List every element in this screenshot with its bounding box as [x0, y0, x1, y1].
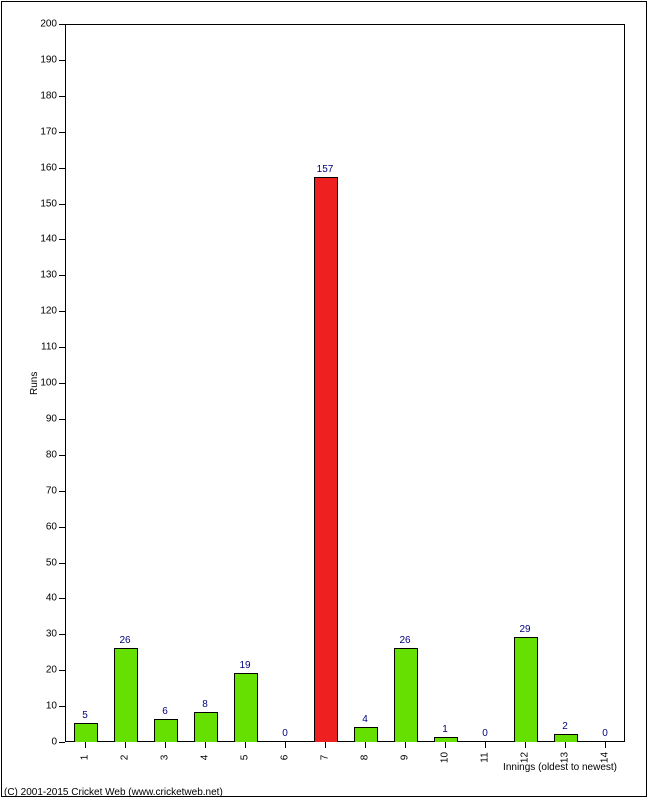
bar-value-label: 29	[519, 624, 530, 635]
x-tick-label: 12	[520, 752, 531, 763]
bar-value-label: 6	[162, 706, 168, 717]
x-tick	[525, 742, 526, 748]
bar	[74, 723, 98, 742]
bar-value-label: 157	[317, 164, 334, 175]
y-tick-label: 170	[40, 126, 65, 137]
bar-value-label: 0	[482, 728, 488, 739]
x-tick-label: 10	[440, 752, 451, 763]
x-tick-label: 4	[200, 755, 211, 761]
x-tick	[485, 742, 486, 748]
bar	[354, 727, 378, 742]
bar-value-label: 26	[119, 635, 130, 646]
y-tick-label: 200	[40, 19, 65, 30]
bar-value-label: 0	[602, 728, 608, 739]
x-tick-label: 9	[400, 755, 411, 761]
bar-value-label: 2	[562, 721, 568, 732]
x-tick	[445, 742, 446, 748]
y-tick-label: 140	[40, 234, 65, 245]
bar	[114, 648, 138, 742]
x-tick	[125, 742, 126, 748]
y-tick-label: 70	[46, 485, 65, 496]
x-tick-label: 6	[280, 755, 291, 761]
y-tick-label: 100	[40, 378, 65, 389]
bar-chart: 0102030405060708090100110120130140150160…	[65, 24, 625, 742]
y-tick-label: 190	[40, 54, 65, 65]
x-tick-label: 11	[480, 752, 491, 762]
y-tick-label: 10	[46, 701, 65, 712]
chart-frame: 0102030405060708090100110120130140150160…	[0, 0, 650, 800]
bar	[434, 737, 458, 742]
bar	[154, 719, 178, 742]
x-tick	[85, 742, 86, 748]
x-tick-label: 3	[160, 755, 171, 761]
bar	[514, 637, 538, 742]
y-tick-label: 0	[51, 737, 65, 748]
y-tick-label: 180	[40, 90, 65, 101]
y-tick-label: 90	[46, 413, 65, 424]
y-tick-label: 120	[40, 306, 65, 317]
y-tick-label: 40	[46, 593, 65, 604]
copyright-text: (C) 2001-2015 Cricket Web (www.cricketwe…	[4, 787, 223, 798]
y-tick-label: 130	[40, 270, 65, 281]
y-axis-title: Runs	[29, 372, 40, 395]
x-axis-title: Innings (oldest to newest)	[503, 762, 617, 773]
x-tick-label: 2	[120, 755, 131, 761]
x-tick-label: 7	[320, 755, 331, 761]
y-tick-label: 60	[46, 521, 65, 532]
x-tick	[565, 742, 566, 748]
bar-value-label: 8	[202, 699, 208, 710]
bar	[554, 734, 578, 742]
y-tick-label: 80	[46, 449, 65, 460]
x-tick	[285, 742, 286, 748]
x-tick	[245, 742, 246, 748]
bar	[234, 673, 258, 742]
x-tick	[325, 742, 326, 748]
bar	[474, 741, 498, 742]
x-tick	[205, 742, 206, 748]
bar-value-label: 0	[282, 728, 288, 739]
x-tick-label: 1	[80, 755, 91, 761]
bar	[274, 741, 298, 742]
bar-value-label: 5	[82, 710, 88, 721]
bar	[594, 741, 618, 742]
y-tick-label: 110	[41, 342, 65, 353]
bar-value-label: 26	[399, 635, 410, 646]
bar-value-label: 1	[442, 724, 448, 735]
x-tick-label: 13	[560, 752, 571, 763]
bar-value-label: 19	[239, 660, 250, 671]
plot-border	[65, 24, 625, 742]
x-tick-label: 14	[600, 752, 611, 763]
bar	[194, 712, 218, 742]
bar	[314, 177, 338, 742]
y-tick-label: 30	[46, 629, 65, 640]
bar	[394, 648, 418, 742]
x-tick	[405, 742, 406, 748]
x-tick	[605, 742, 606, 748]
y-tick-label: 20	[46, 665, 65, 676]
y-tick-label: 150	[40, 198, 65, 209]
x-tick	[365, 742, 366, 748]
y-tick-label: 160	[40, 162, 65, 173]
bar-value-label: 4	[362, 714, 368, 725]
x-tick-label: 5	[240, 755, 251, 761]
x-tick	[165, 742, 166, 748]
x-tick-label: 8	[360, 755, 371, 761]
y-tick-label: 50	[46, 557, 65, 568]
